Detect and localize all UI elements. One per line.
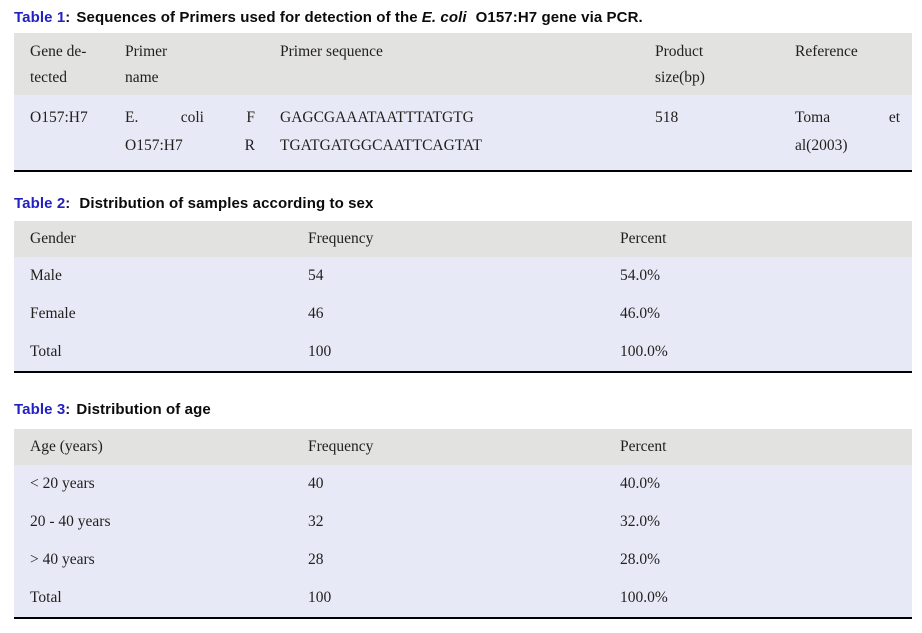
primer-name-word: E. bbox=[125, 109, 139, 126]
cell-frequency: 40 bbox=[292, 465, 604, 503]
table3-caption-text: Distribution of age bbox=[76, 401, 211, 418]
cell-frequency: 54 bbox=[292, 257, 604, 295]
table1-cell-primer-name: E. coli F O157:H7 R bbox=[109, 95, 264, 171]
table-row-female: Female 46 46.0% bbox=[14, 295, 912, 333]
table1-header-product-size: Product size(bp) bbox=[639, 33, 779, 95]
table2-caption-label: Table 2 bbox=[14, 195, 66, 212]
table1-caption-colon: : bbox=[65, 9, 71, 26]
table-row-20-40: 20 - 40 years 32 32.0% bbox=[14, 503, 912, 541]
primer-sequences-table: Gene de- tected Primer name Primer seque… bbox=[14, 33, 912, 172]
table3-header-row: Age (years) Frequency Percent bbox=[14, 429, 912, 465]
reference-line1: Toma et bbox=[795, 104, 900, 132]
reference-word: et bbox=[888, 109, 900, 126]
forward-primer-sequence: GAGCGAAATAATTTATGTG bbox=[280, 109, 474, 126]
cell-frequency: 100 bbox=[292, 579, 604, 618]
cell-frequency: 32 bbox=[292, 503, 604, 541]
cell-age-group: Total bbox=[14, 579, 292, 618]
cell-gender: Total bbox=[14, 333, 292, 372]
cell-age-group: > 40 years bbox=[14, 541, 292, 579]
table3-caption-colon: : bbox=[65, 401, 71, 418]
table2-header-gender: Gender bbox=[14, 221, 292, 257]
reference-word: Toma bbox=[795, 109, 831, 126]
document-page: Table 1: Sequences of Primers used for de… bbox=[14, 9, 922, 619]
table1-cell-primer-sequence: GAGCGAAATAATTTATGTG TGATGATGGCAATTCAGTAT bbox=[264, 95, 639, 171]
cell-percent: 32.0% bbox=[604, 503, 912, 541]
table1-header-reference: Reference bbox=[779, 33, 912, 95]
table3-header-frequency: Frequency bbox=[292, 429, 604, 465]
table1-header-primer-sequence: Primer sequence bbox=[264, 33, 639, 95]
cell-percent: 40.0% bbox=[604, 465, 912, 503]
cell-frequency: 46 bbox=[292, 295, 604, 333]
primer-name-word: O157:H7 bbox=[125, 137, 183, 154]
table1-cell-product-size: 518 bbox=[639, 95, 779, 171]
table2-header-row: Gender Frequency Percent bbox=[14, 221, 912, 257]
table2-caption-text: Distribution of samples according to sex bbox=[79, 195, 374, 212]
table3-caption: Table 3: Distribution of age bbox=[14, 401, 922, 419]
table3-header-percent: Percent bbox=[604, 429, 912, 465]
cell-percent: 100.0% bbox=[604, 333, 912, 372]
cell-frequency: 28 bbox=[292, 541, 604, 579]
cell-percent: 100.0% bbox=[604, 579, 912, 618]
primer-direction-forward: F bbox=[246, 109, 255, 126]
table1-caption-label: Table 1 bbox=[14, 9, 66, 26]
cell-gender: Female bbox=[14, 295, 292, 333]
primer-name-line1: E. coli F bbox=[125, 104, 255, 132]
table3-caption-label: Table 3 bbox=[14, 401, 66, 418]
table2-header-frequency: Frequency bbox=[292, 221, 604, 257]
table1-data-row: O157:H7 E. coli F O157:H7 R GAGCGAAATAAT… bbox=[14, 95, 912, 171]
cell-percent: 46.0% bbox=[604, 295, 912, 333]
primer-name-line2: O157:H7 R bbox=[125, 132, 255, 160]
table1-header-primer-name: Primer name bbox=[109, 33, 264, 95]
reference-line2: al(2003) bbox=[795, 137, 848, 154]
table1-caption-pre: Sequences of Primers used for detection … bbox=[76, 9, 418, 26]
table2-header-percent: Percent bbox=[604, 221, 912, 257]
table1-caption-italic-species: E. coli bbox=[421, 9, 467, 26]
table-row-total: Total 100 100.0% bbox=[14, 333, 912, 372]
table1-caption-post: O157:H7 gene via PCR. bbox=[475, 9, 643, 26]
table2-caption-colon: : bbox=[65, 195, 71, 212]
cell-age-group: 20 - 40 years bbox=[14, 503, 292, 541]
table-row-male: Male 54 54.0% bbox=[14, 257, 912, 295]
table1-cell-gene-detected: O157:H7 bbox=[14, 95, 109, 171]
sex-distribution-table: Gender Frequency Percent Male 54 54.0% F… bbox=[14, 221, 912, 373]
reverse-primer-sequence: TGATGATGGCAATTCAGTAT bbox=[280, 137, 482, 154]
cell-percent: 54.0% bbox=[604, 257, 912, 295]
age-distribution-table: Age (years) Frequency Percent < 20 years… bbox=[14, 429, 912, 619]
cell-gender: Male bbox=[14, 257, 292, 295]
cell-percent: 28.0% bbox=[604, 541, 912, 579]
table1-cell-reference: Toma et al(2003) bbox=[779, 95, 912, 171]
table1-caption: Table 1: Sequences of Primers used for de… bbox=[14, 9, 922, 27]
table-row-over-40: > 40 years 28 28.0% bbox=[14, 541, 912, 579]
table-row-total: Total 100 100.0% bbox=[14, 579, 912, 618]
primer-name-word: coli bbox=[180, 109, 204, 126]
cell-age-group: < 20 years bbox=[14, 465, 292, 503]
table-row-under-20: < 20 years 40 40.0% bbox=[14, 465, 912, 503]
table1-caption-text: Sequences of Primers used for detection … bbox=[76, 9, 642, 26]
table3-header-age: Age (years) bbox=[14, 429, 292, 465]
table1-header-row: Gene de- tected Primer name Primer seque… bbox=[14, 33, 912, 95]
cell-frequency: 100 bbox=[292, 333, 604, 372]
table2-caption: Table 2: Distribution of samples accordin… bbox=[14, 195, 922, 213]
primer-direction-reverse: R bbox=[244, 137, 255, 154]
table1-header-gene-detected: Gene de- tected bbox=[14, 33, 109, 95]
